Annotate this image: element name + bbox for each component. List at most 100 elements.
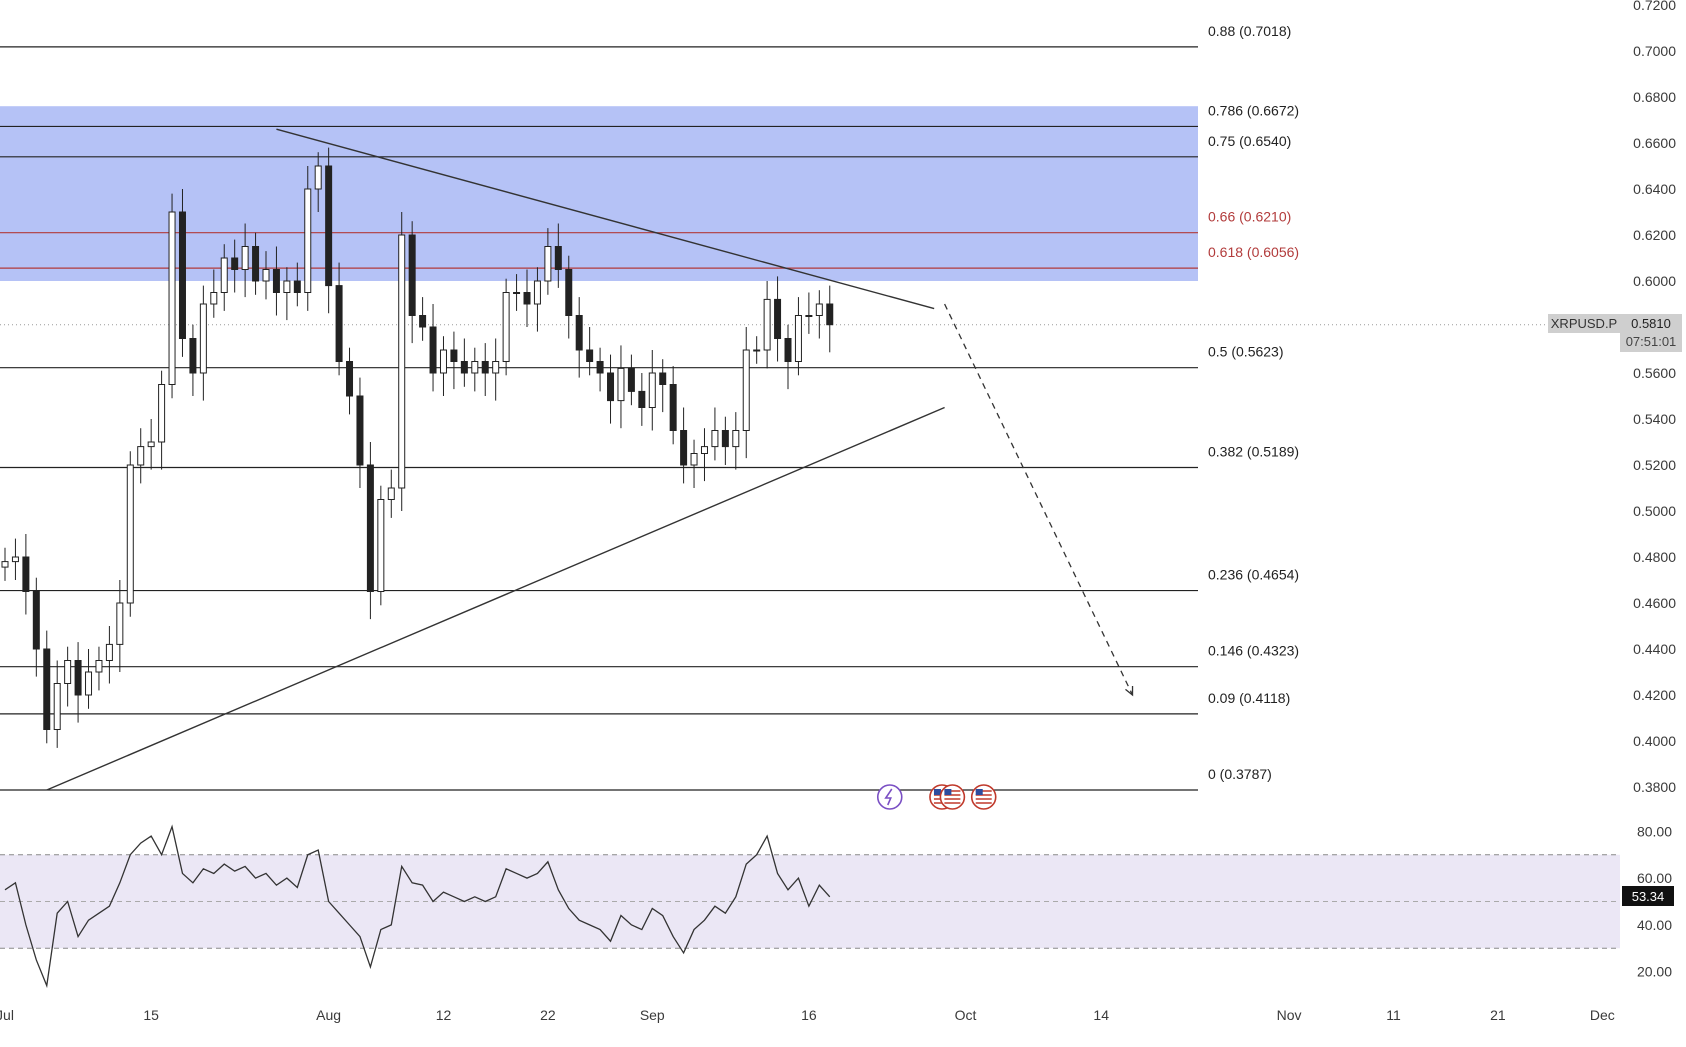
x-axis-tick: 16 <box>801 1007 817 1023</box>
candle-body <box>137 446 145 466</box>
candle-body <box>116 602 124 645</box>
fib-level-label: 0.236 (0.4654) <box>1208 567 1299 583</box>
y-axis-tick: 0.4400 <box>1633 641 1676 657</box>
candle-body <box>272 269 280 293</box>
y-axis-tick: 0.7000 <box>1633 43 1676 59</box>
candle-body <box>450 349 458 362</box>
candle-body <box>304 188 312 293</box>
us-flag-event-icon <box>970 784 997 810</box>
candle-body <box>158 384 166 443</box>
candle-body <box>283 280 291 293</box>
candle-body <box>711 430 719 448</box>
candle-body <box>784 338 792 362</box>
candle-body <box>126 464 134 604</box>
x-axis-tick: Sep <box>640 1007 665 1023</box>
candle-body <box>314 165 322 190</box>
rsi-axis-tick: 60.00 <box>1637 870 1672 886</box>
candle-body <box>826 303 834 326</box>
candle-body <box>210 292 218 305</box>
y-axis-tick: 0.5400 <box>1633 411 1676 427</box>
candle-body <box>231 257 239 270</box>
candle-body <box>815 303 823 316</box>
candle-body <box>492 361 500 374</box>
candle-body <box>471 361 479 374</box>
rsi-axis-tick: 40.00 <box>1637 917 1672 933</box>
candle-body <box>408 234 416 316</box>
x-axis-tick: Aug <box>316 1007 341 1023</box>
candle-body <box>502 292 510 362</box>
flag-canton <box>944 789 952 795</box>
candle-body <box>669 384 677 431</box>
us-flag-event-icon <box>939 784 966 810</box>
y-axis-tick: 0.7200 <box>1633 0 1676 13</box>
candle-body <box>85 671 93 696</box>
y-axis-tick: 0.4600 <box>1633 595 1676 611</box>
candle-body <box>53 683 61 730</box>
price-badge <box>1620 314 1682 352</box>
candle-body <box>460 361 468 374</box>
candle-body <box>11 556 19 563</box>
y-axis-tick: 0.4000 <box>1633 733 1676 749</box>
fib-level-label: 0.5 (0.5623) <box>1208 344 1284 360</box>
y-axis-tick: 0.5000 <box>1633 503 1676 519</box>
candle-body <box>346 361 354 397</box>
lightning-event-icon <box>876 784 903 810</box>
candle-body <box>533 280 541 305</box>
candle-body <box>43 648 51 730</box>
symbol-badge <box>1548 314 1620 333</box>
y-axis-tick: 0.6400 <box>1633 181 1676 197</box>
x-axis-tick: 11 <box>1386 1007 1401 1023</box>
candle-body <box>439 349 447 374</box>
candle-body <box>805 315 813 317</box>
trendline-upper <box>276 128 935 310</box>
y-axis-tick: 0.5200 <box>1633 457 1676 473</box>
candle-body <box>220 257 228 293</box>
candle-body <box>565 269 573 316</box>
candle-body <box>262 269 270 282</box>
trendline-lower <box>46 406 945 791</box>
candle-body <box>753 349 761 352</box>
x-axis-tick: 21 <box>1490 1007 1506 1023</box>
flag-canton <box>933 789 941 795</box>
candle-body <box>732 430 740 448</box>
candle-body <box>742 349 750 431</box>
fib-level-label: 0.09 (0.4118) <box>1208 690 1290 706</box>
fib-level-label: 0.66 (0.6210) <box>1208 209 1291 225</box>
rsi-axis-tick: 80.00 <box>1637 823 1672 839</box>
candle-body <box>147 441 155 448</box>
candle-body <box>168 211 176 385</box>
last-price-label: 0.5810 <box>1631 316 1671 331</box>
fib-level-label: 0.88 (0.7018) <box>1208 23 1291 39</box>
fib-level-label: 0.75 (0.6540) <box>1208 133 1291 149</box>
symbol-label: XRPUSD.P <box>1551 316 1617 331</box>
rsi-line <box>4 824 831 989</box>
y-axis-tick: 0.6000 <box>1633 273 1676 289</box>
fib-level-label: 0.786 (0.6672) <box>1208 102 1299 118</box>
fib-zone <box>0 106 1198 281</box>
candle-body <box>178 211 186 339</box>
candle-body <box>377 499 385 592</box>
x-axis-tick: 15 <box>143 1007 159 1023</box>
candle-body <box>105 643 113 662</box>
candle-body <box>366 464 374 592</box>
candle-body <box>617 367 625 402</box>
candle-body <box>648 372 656 408</box>
flag-canton <box>975 789 983 795</box>
candle-body <box>429 326 437 374</box>
rsi-value-badge <box>1622 886 1674 906</box>
candle-body <box>241 246 249 270</box>
rsi-axis-tick: 20.00 <box>1637 964 1672 980</box>
candle-body <box>627 367 635 392</box>
x-axis-tick: Oct <box>955 1007 977 1023</box>
candle-body <box>325 165 333 287</box>
fib-level-label: 0.618 (0.6056) <box>1208 244 1299 260</box>
candle-body <box>189 338 197 374</box>
candle-body <box>335 285 343 363</box>
candle-body <box>680 430 688 466</box>
candle-body <box>763 298 771 351</box>
candle-body <box>638 390 646 408</box>
lightning-bolt <box>884 788 893 806</box>
y-axis-tick: 0.6800 <box>1633 89 1676 105</box>
